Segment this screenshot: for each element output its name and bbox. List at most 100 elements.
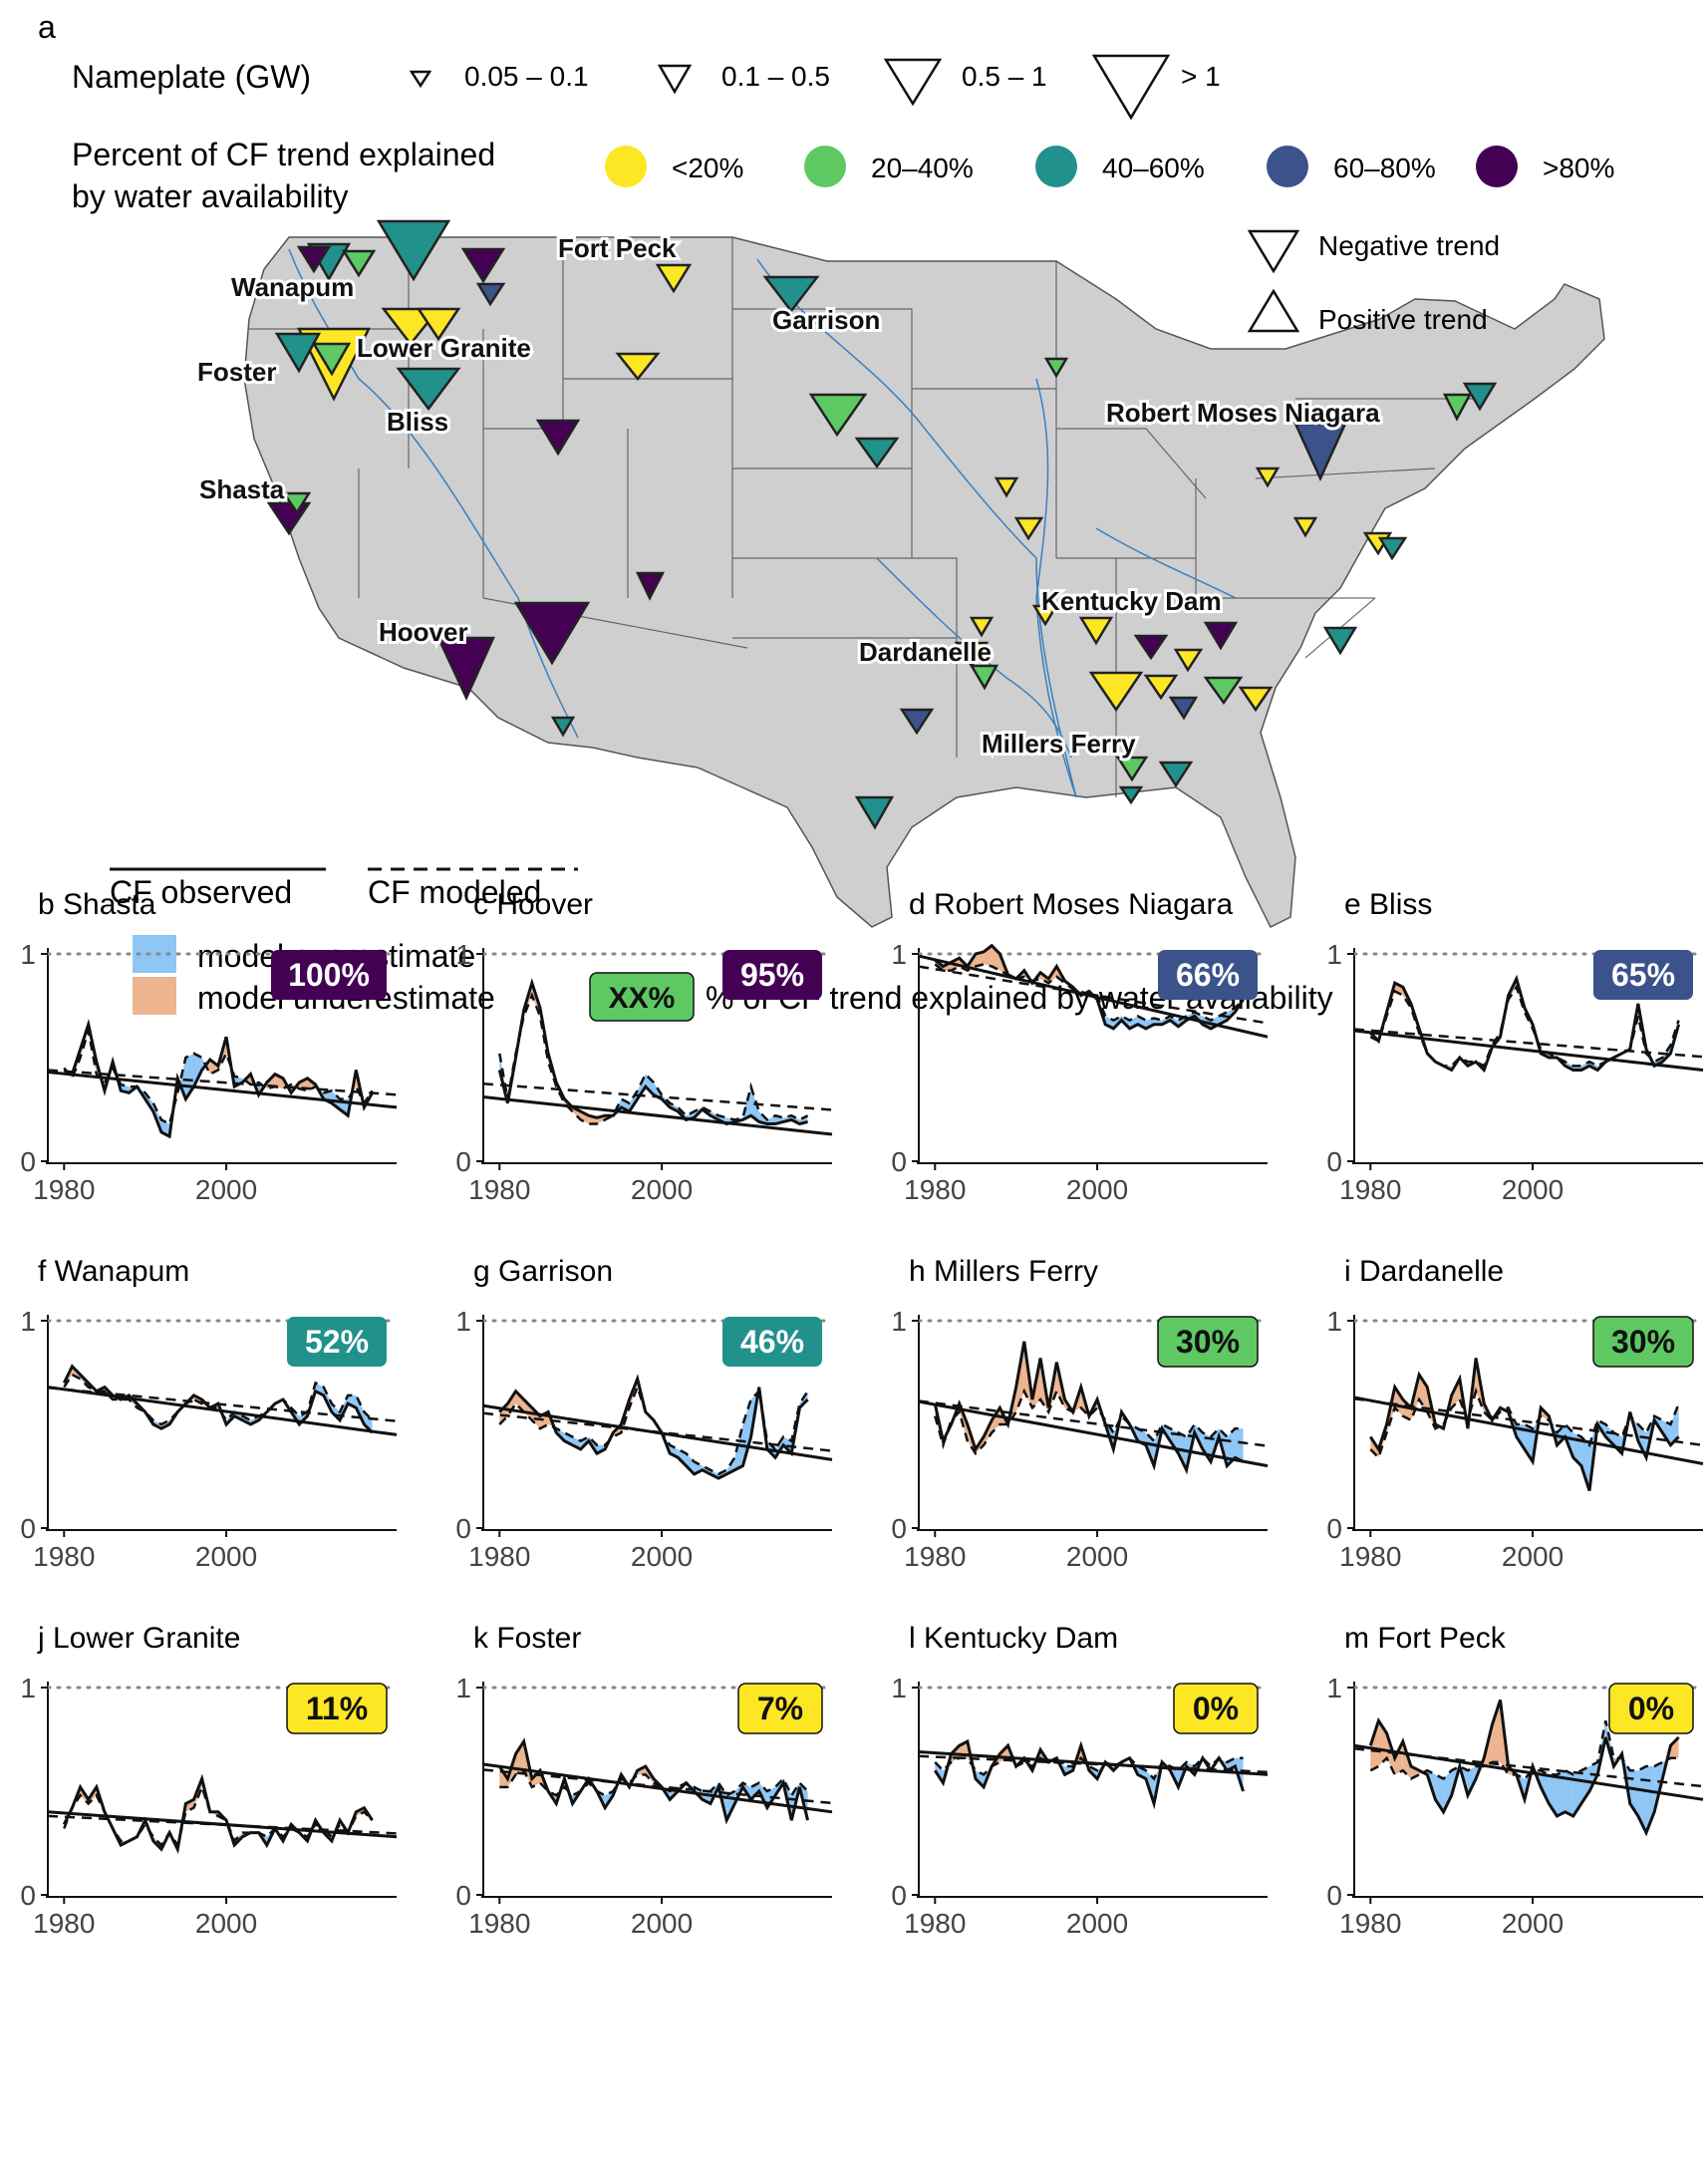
modeled-trend-line [918,965,1269,1025]
overestimate-area [766,1115,776,1124]
chart-f: f Wanapum 0 1 1980 2000 52% [20,1255,399,1572]
overestimate-area [645,1074,654,1095]
observed-trend-line [1353,1395,1704,1465]
panel-a-map: a [38,9,1614,1022]
modeled-series [934,1388,1244,1456]
percent-badge [1173,1683,1259,1734]
panel-letter-a: a [38,9,56,45]
underestimate-area [1492,1700,1501,1762]
chart-title: l Kentucky Dam [909,1622,1118,1655]
y-tick-label: 0 [1326,1146,1342,1177]
y-tick-label: 0 [455,1880,471,1911]
size-icon-3 [883,58,943,107]
overestimate-area [1227,1428,1236,1466]
percent-legend: <20% 20–40% 40–60% 60–80% >80% [605,146,1614,187]
y-tick-label: 1 [455,1306,471,1337]
marker-garrison [762,275,820,314]
percent-badge [1608,1683,1694,1734]
chart-h: h Millers Ferry 0 1 1980 2000 30% [891,1255,1270,1572]
percent-badge-text: 7% [757,1691,803,1726]
plant-label-dardanelle: Dardanelle [859,637,992,667]
percent-label-4: >80% [1543,153,1614,183]
overestimate-area [179,1058,186,1099]
chart-d: d Robert Moses Niagara 0 1 1980 2000 66% [891,888,1270,1205]
observed-series [498,1737,810,1825]
percent-badge [1592,1316,1694,1368]
underestimate-area [523,1399,532,1420]
chart-e: e Bliss 0 1 1980 2000 65% [1326,888,1705,1205]
y-tick-label: 1 [20,939,36,970]
x-tick-label: 1980 [33,1908,95,1939]
modeled-trend-line [1353,1747,1704,1788]
observed-series [62,1364,374,1434]
overestimate-area [193,1053,202,1087]
size-label-3: 0.5 – 1 [962,61,1047,92]
percent-swatch-1 [804,146,846,187]
overestimate-area [364,1411,373,1433]
chart-i: i Dardanelle 0 1 1980 2000 30% [1326,1255,1705,1572]
y-tick-label: 0 [1326,1513,1342,1544]
modeled-series [934,1755,1244,1781]
percent-badge [287,1317,387,1367]
percent-badge [737,1683,823,1734]
chart-title: d Robert Moses Niagara [909,888,1233,921]
chart-title: b Shasta [38,888,156,921]
percent-label-3: 60–80% [1333,153,1436,183]
percent-label-0: <20% [672,153,743,183]
x-tick-label: 2000 [1502,1908,1564,1939]
x-tick-label: 2000 [1066,1174,1128,1205]
size-icon-1 [409,70,432,89]
percent-badge-text: 66% [1176,957,1240,993]
plant-label-shasta: Shasta [199,474,285,504]
y-tick-label: 1 [891,1673,907,1703]
legend-observed: CF observed [110,874,292,910]
y-tick-label: 1 [1326,939,1342,970]
y-tick-label: 0 [891,1513,907,1544]
underestimate-area [185,1799,194,1812]
modeled-series [63,1373,374,1426]
observed-trend-line [47,1386,398,1436]
x-tick-label: 2000 [1066,1541,1128,1572]
x-tick-label: 2000 [195,1174,257,1205]
underestimate-area [1370,1720,1379,1771]
rivers [288,248,1237,798]
x-tick-label: 2000 [1066,1908,1128,1939]
percent-badge-text: 65% [1611,957,1675,993]
modeled-trend-line [47,1386,398,1422]
x-tick-label: 1980 [904,1908,966,1939]
underestimate-area [515,1741,524,1775]
y-tick-label: 1 [1326,1306,1342,1337]
modeled-trend-line [482,1411,833,1452]
modeled-trend-line [47,1814,398,1835]
percent-badge-text: 0% [1628,1691,1674,1726]
x-tick-label: 1980 [1339,1174,1401,1205]
percent-badge [1157,1316,1259,1368]
y-tick-label: 1 [455,1673,471,1703]
overestimate-area [1557,1770,1566,1816]
plant-label-lower-granite: Lower Granite [357,333,531,363]
overestimate-area [1605,1424,1614,1445]
y-tick-label: 0 [891,1146,907,1177]
chart-title: h Millers Ferry [909,1255,1098,1288]
observed-trend-line [918,1399,1269,1468]
overestimate-area [315,1383,324,1395]
x-tick-label: 1980 [1339,1541,1401,1572]
overestimate-area [686,1453,695,1474]
underestimate-area [992,945,1000,971]
percent-badge [722,950,822,1000]
underestimate-area [1394,1741,1403,1775]
modeled-trend-line [482,1082,833,1111]
chart-g: g Garrison 0 1 1980 2000 46% [455,1255,834,1572]
x-tick-label: 2000 [1502,1174,1564,1205]
percent-label-1: 20–40% [871,153,974,183]
overestimate-area [564,1432,573,1445]
plant-label-robert-moses-niagara: Robert Moses Niagara [1106,398,1380,428]
percent-badge [1593,950,1693,1000]
size-icon-2 [657,64,693,95]
overestimate-area [348,1394,357,1408]
percent-badge-text: 52% [305,1324,369,1360]
y-tick-label: 1 [1326,1673,1342,1703]
percent-badge-text: 95% [740,957,804,993]
overestimate-area [1565,1770,1573,1816]
